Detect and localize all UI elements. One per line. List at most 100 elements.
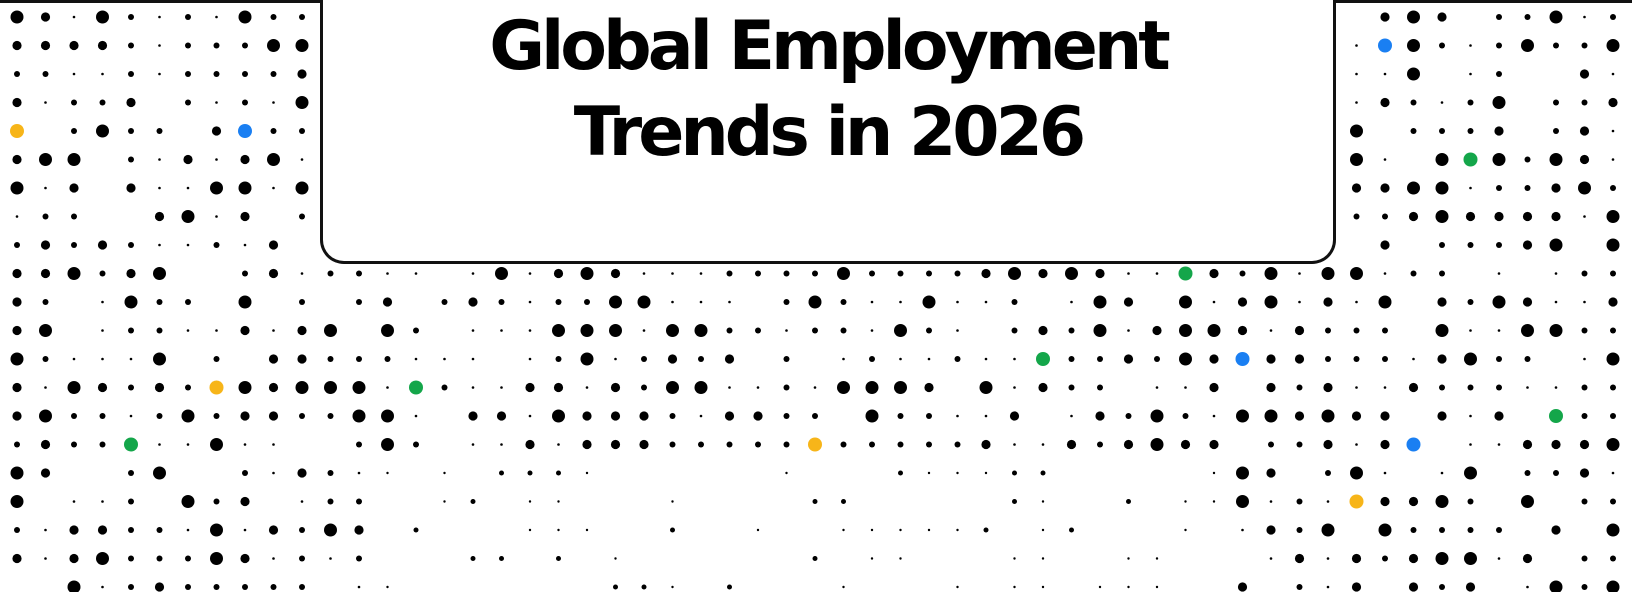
pattern-dot — [299, 555, 305, 562]
pattern-dot — [694, 381, 708, 394]
pattern-dot — [414, 414, 418, 418]
pattern-dot — [499, 556, 504, 561]
pattern-dot — [1437, 411, 1447, 421]
pattern-dot — [213, 584, 220, 590]
pattern-dot — [386, 386, 389, 389]
pattern-dot — [270, 128, 277, 134]
pattern-dot — [413, 327, 419, 334]
pattern-dot — [181, 210, 195, 223]
pattern-dot — [1041, 500, 1045, 503]
pattern-dot — [580, 267, 594, 280]
pattern-dot — [352, 381, 366, 394]
pattern-dot — [1408, 553, 1419, 564]
pattern-dot — [213, 413, 220, 419]
pattern-dot — [1209, 382, 1219, 393]
pattern-dot — [185, 299, 191, 305]
pattern-dot — [238, 10, 252, 24]
pattern-dot — [14, 71, 20, 77]
pattern-dot — [185, 384, 191, 391]
pattern-dot — [10, 495, 24, 508]
pattern-dot — [1435, 181, 1449, 195]
pattern-dot — [186, 186, 190, 190]
pattern-dot — [1579, 69, 1590, 79]
pattern-dot — [728, 386, 731, 389]
pattern-dot — [42, 213, 49, 220]
pattern-dot — [324, 324, 337, 337]
pattern-dot — [158, 243, 161, 247]
pattern-dot — [956, 414, 959, 418]
pattern-dot — [610, 382, 621, 393]
pattern-dot — [926, 327, 932, 334]
pattern-dot — [72, 500, 76, 503]
pattern-dot — [96, 124, 109, 138]
pattern-dot — [1492, 96, 1506, 109]
pattern-dot — [726, 270, 733, 277]
pattern-dot — [1439, 527, 1445, 533]
pattern-dot — [808, 295, 822, 309]
pattern-dot — [1469, 329, 1472, 332]
pattern-dot — [1551, 439, 1561, 450]
pattern-dot — [699, 272, 703, 275]
pattern-dot — [1011, 327, 1018, 334]
pattern-dot — [1038, 325, 1048, 336]
pattern-dot — [1266, 468, 1276, 478]
pattern-dot — [894, 324, 907, 337]
pattern-dot — [610, 439, 621, 450]
pattern-dot — [1606, 438, 1620, 451]
pattern-dot — [268, 525, 279, 535]
pattern-dot — [1382, 327, 1388, 334]
pattern-dot — [840, 299, 847, 305]
pattern-dot — [1155, 272, 1159, 275]
pattern-dot — [1465, 582, 1476, 592]
pattern-dot — [40, 468, 51, 478]
pattern-dot — [238, 181, 252, 195]
pattern-dot — [927, 528, 931, 532]
pattern-dot — [1296, 584, 1303, 590]
pattern-dot — [268, 354, 279, 364]
pattern-dot — [1383, 72, 1387, 76]
pattern-dot — [1440, 471, 1444, 475]
pattern-dot — [1408, 211, 1419, 222]
pattern-dot — [186, 243, 190, 247]
pattern-dot — [153, 267, 166, 280]
pattern-dot — [243, 443, 247, 446]
pattern-dot — [926, 441, 932, 448]
pattern-dot — [1581, 99, 1588, 106]
pattern-dot — [1150, 409, 1164, 423]
pattern-dot — [667, 354, 678, 364]
pattern-dot — [870, 329, 874, 332]
pattern-dot — [156, 327, 163, 334]
pattern-dot — [869, 441, 875, 448]
pattern-dot — [243, 528, 247, 532]
pattern-dot — [154, 382, 165, 393]
pattern-dot — [1125, 413, 1132, 419]
pattern-dot — [1496, 242, 1502, 248]
pattern-dot — [1179, 295, 1192, 309]
pattern-dot — [299, 128, 305, 134]
pattern-dot — [837, 381, 850, 394]
pattern-dot — [1123, 297, 1134, 307]
pattern-dot — [295, 96, 309, 109]
pattern-dot — [71, 441, 77, 448]
pattern-dot — [1435, 552, 1449, 565]
pattern-dot — [1298, 300, 1301, 304]
pattern-dot — [926, 413, 932, 419]
pattern-dot — [267, 153, 280, 166]
pattern-dot — [609, 324, 622, 337]
pattern-dot — [1521, 39, 1534, 52]
pattern-dot — [327, 270, 334, 277]
pattern-dot — [1321, 267, 1335, 280]
pattern-dot — [243, 243, 247, 247]
pattern-dot — [783, 384, 790, 391]
pattern-dot — [1323, 382, 1333, 393]
pattern-dot — [785, 471, 788, 475]
pattern-dot — [1583, 215, 1586, 218]
pattern-dot — [69, 40, 79, 51]
pattern-dot — [12, 97, 22, 108]
pattern-dot — [386, 272, 389, 275]
pattern-dot — [300, 500, 304, 503]
pattern-dot — [128, 470, 134, 476]
pattern-dot — [44, 186, 47, 190]
pattern-dot — [183, 154, 193, 165]
accent-dot — [808, 437, 822, 452]
